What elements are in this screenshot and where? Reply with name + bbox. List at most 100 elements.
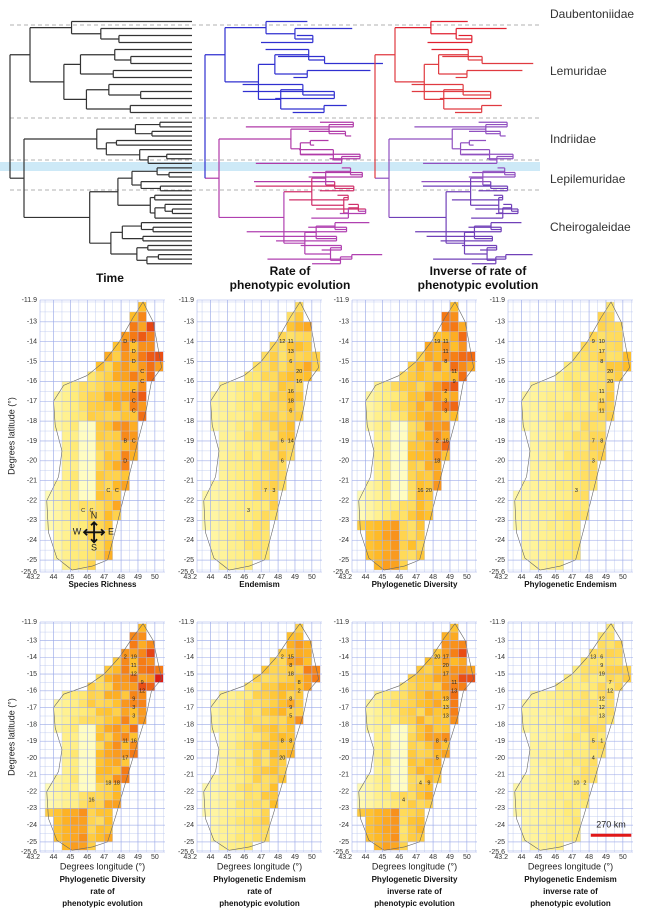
map-cell [96, 699, 104, 707]
map-cell [96, 808, 104, 816]
y-tick-label: -22 [339, 497, 349, 504]
map-cell [244, 391, 252, 401]
map-cell [45, 501, 53, 511]
map-cell [382, 401, 390, 411]
map-cell [244, 724, 252, 732]
map-cell [138, 666, 146, 674]
map-cell [589, 674, 597, 682]
map-cell [399, 451, 407, 461]
map-cell [70, 471, 78, 481]
map-cell [278, 666, 286, 674]
map-cell [530, 792, 538, 800]
map-cell [382, 800, 390, 808]
map-cell [278, 674, 286, 682]
map-cell [458, 682, 466, 690]
map-cell [589, 716, 597, 724]
map-cell [113, 699, 121, 707]
map-cell [382, 708, 390, 716]
y-tick-label: -15 [184, 671, 194, 678]
x-tick-label: 48 [274, 854, 282, 861]
map-cell [357, 792, 365, 800]
map-cell [408, 362, 416, 372]
map-cell [219, 724, 227, 732]
map-cell [96, 362, 104, 372]
x-tick-label: 49 [602, 854, 610, 861]
map-cell [227, 550, 235, 560]
map-cell [70, 401, 78, 411]
map-cell [391, 708, 399, 716]
cell-label: 15 [288, 655, 294, 661]
map-cell [374, 699, 382, 707]
map-cell [408, 381, 416, 391]
map-cell [244, 800, 252, 808]
map-cell [261, 674, 269, 682]
map-cell [425, 441, 433, 451]
map-cell [623, 362, 631, 372]
map-cell [399, 391, 407, 401]
map-cell [530, 775, 538, 783]
map-cell [391, 724, 399, 732]
map-cell [261, 530, 269, 540]
map-cell [253, 750, 261, 758]
map-cell [589, 421, 597, 431]
map-cell [261, 733, 269, 741]
map-cell [244, 381, 252, 391]
map-cell [211, 510, 219, 520]
map-cell [219, 520, 227, 530]
map-cell [244, 691, 252, 699]
map-cell [87, 391, 95, 401]
map-cell [244, 750, 252, 758]
map-cell [538, 825, 546, 833]
y-tick-label: -22 [495, 497, 505, 504]
map-cell [572, 817, 580, 825]
map-cell [253, 401, 261, 411]
map-cell [442, 371, 450, 381]
map-cell [261, 775, 269, 783]
map-cell [96, 792, 104, 800]
map-cell [538, 481, 546, 491]
map-cell [62, 471, 70, 481]
map-cell [433, 666, 441, 674]
map-cell [202, 510, 210, 520]
map-cell [555, 775, 563, 783]
map-cell [104, 750, 112, 758]
map-cell [408, 391, 416, 401]
map-cell [538, 560, 546, 570]
y-tick-label: -21 [495, 478, 505, 485]
map-cell [244, 783, 252, 791]
map-cell [416, 699, 424, 707]
map-cell [113, 691, 121, 699]
map-cell [522, 530, 530, 540]
y-tick-label: -14 [495, 339, 505, 346]
map-cell [564, 530, 572, 540]
map-cell [572, 530, 580, 540]
y-tick-label: -19 [27, 438, 37, 445]
map-cell [236, 411, 244, 421]
cell-label: 16 [443, 438, 449, 444]
map-cell [572, 691, 580, 699]
map-cell [146, 371, 154, 381]
map-cell [253, 431, 261, 441]
map-cell [138, 342, 146, 352]
map-cell [104, 682, 112, 690]
cell-label: 8 [289, 697, 292, 703]
y-tick-label: -13 [184, 637, 194, 644]
map-cell [54, 800, 62, 808]
map-cell [530, 724, 538, 732]
map-cell [382, 481, 390, 491]
map-cell [79, 421, 87, 431]
x-tick-label: 46 [83, 854, 91, 861]
map-cell [538, 441, 546, 451]
map-cell [391, 817, 399, 825]
map-cell [382, 471, 390, 481]
map-cell [433, 699, 441, 707]
map-cell [399, 733, 407, 741]
map-cell [261, 792, 269, 800]
map-cell [522, 481, 530, 491]
map-cell [261, 510, 269, 520]
map-cell [303, 666, 311, 674]
map-cell [442, 640, 450, 648]
map-cell [564, 674, 572, 682]
map-cell [236, 808, 244, 816]
map-cell [54, 501, 62, 511]
